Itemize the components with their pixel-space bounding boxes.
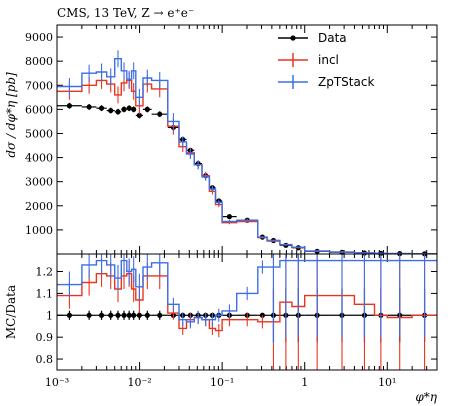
x-tick-label: 10⁻² — [127, 376, 151, 389]
x-tick-label: 10¹ — [378, 376, 396, 389]
data-point — [131, 312, 137, 318]
legend-entry-data: Data — [278, 31, 347, 45]
y-tick-label: 4000 — [25, 152, 53, 165]
y-tick-label: 2000 — [25, 200, 53, 213]
y-tick-label: 6000 — [25, 103, 53, 116]
y-axis-label-top: dσ / dφ*η [pb] — [4, 72, 18, 158]
y-tick-label: 5000 — [25, 127, 53, 140]
x-axis-label: φ*η — [415, 390, 437, 404]
y-tick-label: 1.2 — [36, 266, 54, 279]
legend-entry-zpt: ZpTStack — [278, 75, 374, 89]
data-point — [157, 312, 163, 318]
data-point — [121, 106, 127, 112]
data-point — [157, 111, 163, 117]
y-tick-label: 1000 — [25, 224, 53, 237]
data-point — [108, 107, 114, 114]
plot-title: CMS, 13 TeV, Z → e⁺e⁻ — [57, 6, 194, 20]
x-tick-label: 1 — [301, 376, 308, 389]
y-tick-label: 1 — [46, 309, 53, 322]
y-tick-label: 7000 — [25, 79, 53, 92]
ratio-panel-frame — [56, 253, 438, 371]
series-line — [57, 79, 437, 255]
data-point — [86, 312, 92, 318]
data-point — [126, 312, 132, 318]
data-point — [115, 312, 121, 318]
ratio-panel: 0.8 0.9 1 1.1 1.2 10⁻³ 10⁻² 10⁻¹ 1 10¹ — [36, 254, 438, 389]
y-tick-label: 9000 — [25, 31, 53, 44]
y-tick-label: 8000 — [25, 55, 53, 68]
main-panel: 1000 2000 3000 4000 5000 6000 7000 8000 9000 — [25, 25, 438, 257]
data-point — [66, 103, 73, 109]
data-point — [115, 109, 121, 115]
data-point — [66, 312, 73, 318]
data-point — [226, 214, 233, 220]
legend-label-data: Data — [318, 31, 347, 45]
x-tick-label: 10⁻³ — [45, 376, 69, 389]
legend-label-incl: incl — [318, 53, 339, 67]
y-tick-label: 3000 — [25, 176, 53, 189]
data-point — [108, 312, 114, 318]
data-point — [86, 104, 92, 110]
data-point — [136, 112, 142, 118]
series-line — [57, 58, 437, 255]
data-point — [98, 105, 105, 111]
legend: Data incl ZpTStack — [278, 31, 374, 89]
y-tick-label: 0.8 — [36, 353, 54, 366]
data-point — [121, 312, 127, 318]
legend-entry-incl: incl — [278, 53, 339, 67]
data-point — [131, 106, 137, 112]
series-line — [57, 259, 437, 323]
y-axis-label-ratio: MC/Data — [4, 285, 18, 339]
data-point — [144, 312, 150, 318]
data-point — [98, 312, 105, 318]
data-point — [136, 312, 142, 318]
legend-label-zpt: ZpTStack — [318, 75, 374, 89]
y-tick-label: 1.1 — [36, 287, 54, 300]
y-tick-label: 0.9 — [36, 331, 54, 344]
data-point — [126, 105, 132, 111]
x-tick-label: 10⁻¹ — [210, 376, 234, 389]
data-point — [144, 106, 150, 112]
